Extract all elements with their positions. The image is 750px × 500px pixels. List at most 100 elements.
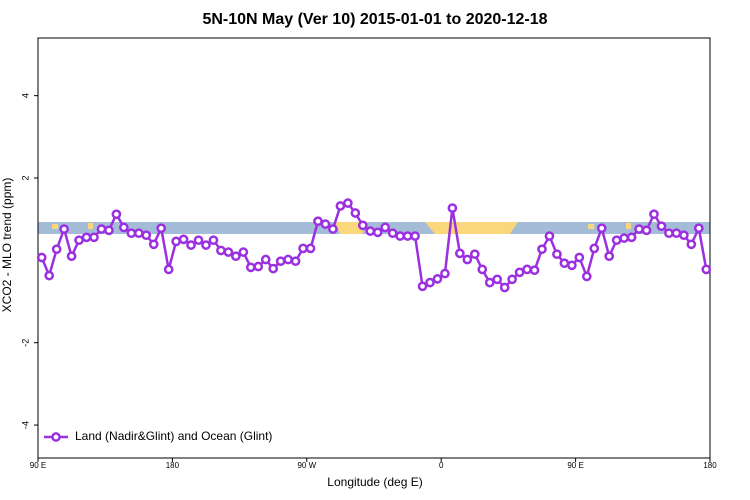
x-tick-label: 90 E — [567, 461, 583, 470]
data-point — [529, 265, 540, 276]
data-point — [492, 274, 503, 285]
data-point — [686, 239, 697, 250]
data-point — [402, 231, 413, 241]
data-point — [96, 224, 107, 234]
data-point — [201, 240, 211, 250]
data-point — [148, 239, 159, 250]
data-point — [59, 224, 69, 234]
x-tick-label: 180 — [703, 461, 717, 470]
data-point — [335, 201, 346, 211]
data-point — [380, 222, 391, 233]
plot-frame — [37, 37, 711, 459]
data-point — [298, 243, 308, 254]
data-point — [268, 263, 279, 274]
data-point — [514, 267, 525, 278]
data-point — [567, 260, 577, 271]
data-point — [387, 228, 398, 239]
data-point — [440, 268, 450, 279]
data-point — [66, 251, 77, 262]
data-point — [559, 258, 570, 269]
data-point — [469, 249, 480, 260]
data-point — [552, 249, 562, 260]
data-point — [619, 233, 629, 243]
data-point — [604, 251, 615, 262]
data-point — [133, 228, 144, 239]
data-point — [611, 235, 622, 246]
data-point — [74, 235, 84, 246]
data-point — [141, 230, 152, 241]
data-point — [447, 203, 458, 213]
data-point — [44, 270, 55, 281]
data-point — [193, 235, 204, 246]
data-point — [581, 271, 592, 282]
data-point — [320, 219, 331, 229]
data-point — [641, 225, 652, 236]
data-point — [81, 232, 92, 243]
data-point — [119, 222, 129, 233]
data-point — [36, 252, 47, 263]
data-point — [372, 227, 383, 238]
data-point — [693, 223, 704, 234]
data-point — [156, 223, 167, 234]
y-tick-label: -2 — [20, 339, 30, 347]
data-point — [126, 228, 137, 239]
map-strip — [38, 222, 710, 234]
data-point — [216, 245, 226, 256]
data-point — [477, 264, 488, 275]
data-point — [425, 277, 435, 288]
data-point — [484, 277, 495, 288]
data-point — [522, 264, 532, 275]
data-point — [305, 243, 316, 254]
data-point — [649, 209, 659, 220]
data-point — [357, 220, 368, 231]
data-point — [283, 254, 293, 265]
data-point — [51, 244, 62, 255]
data-point — [223, 247, 234, 257]
x-axis-label: Longitude (deg E) — [327, 475, 422, 489]
data-point — [589, 243, 600, 254]
data-point — [290, 256, 301, 267]
data-point — [499, 282, 510, 293]
data-point — [507, 274, 517, 285]
data-point — [634, 224, 644, 234]
data-point — [432, 274, 443, 284]
x-tick-label: 90 E — [30, 461, 46, 470]
data-point — [178, 234, 189, 245]
x-tick-label: 0 — [439, 461, 444, 470]
legend-label: Land (Nadir&Glint) and Ocean (Glint) — [75, 429, 272, 443]
data-point — [417, 281, 428, 292]
y-tick-label: -4 — [20, 421, 30, 429]
data-point — [574, 252, 585, 263]
y-tick-label: 4 — [20, 93, 30, 98]
data-point — [462, 254, 473, 265]
data-point — [313, 216, 323, 227]
data-point — [701, 264, 712, 275]
data-point — [343, 198, 353, 208]
legend-marker — [51, 432, 61, 442]
data-point — [679, 230, 689, 241]
data-point — [350, 208, 361, 218]
data-point — [664, 228, 674, 239]
data-point — [104, 225, 114, 236]
data-point — [455, 248, 465, 259]
data-point — [596, 223, 607, 234]
y-axis-label: XCO2 - MLO trend (ppm) — [0, 178, 14, 313]
chart-title: 5N-10N May (Ver 10) 2015-01-01 to 2020-1… — [202, 11, 547, 28]
series-line — [40, 201, 708, 290]
data-point — [171, 236, 181, 247]
data-point — [245, 262, 256, 273]
x-tick-label: 90 W — [297, 461, 316, 470]
data-point — [231, 251, 241, 262]
data-point — [186, 240, 196, 250]
y-tick-label: 2 — [20, 175, 30, 180]
data-point — [163, 264, 174, 275]
data-point — [260, 254, 271, 265]
data-point — [410, 231, 420, 241]
data-point — [537, 244, 547, 255]
data-point — [544, 231, 555, 241]
data-point — [89, 232, 99, 243]
data-point — [275, 256, 286, 267]
data-point — [671, 228, 682, 239]
data-point — [626, 232, 637, 243]
